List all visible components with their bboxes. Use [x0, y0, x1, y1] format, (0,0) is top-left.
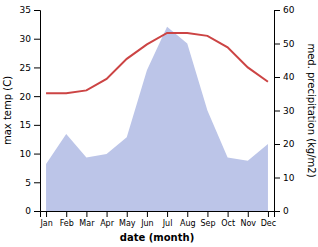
tick-mark [274, 10, 280, 11]
tick-mark [66, 211, 67, 217]
tick-label: Mar [79, 219, 95, 228]
tick: 50 [274, 39, 295, 49]
tick: 10 [20, 149, 40, 159]
chart: Jan Feb Mar Apr May Jun Jul Aug Sep Oct Nov Dec 0 5 10… [0, 0, 318, 247]
tick-label: 0 [283, 206, 289, 216]
tick-mark [147, 211, 148, 217]
tick-label: Jan [39, 219, 52, 228]
tick-label: Apr [100, 219, 115, 228]
tick: Aug [180, 211, 196, 228]
tick: Mar [79, 211, 95, 228]
tick-mark [274, 111, 280, 112]
tick-mark [34, 211, 40, 212]
tick: 20 [274, 139, 295, 149]
tick: 25 [20, 63, 40, 73]
tick-mark [167, 211, 168, 217]
tick-label: Oct [221, 219, 235, 228]
tick: 15 [20, 120, 40, 130]
tick: Nov [240, 211, 256, 228]
line [46, 33, 268, 93]
tick-label: Feb [60, 219, 74, 228]
x-axis: Jan Feb Mar Apr May Jun Jul Aug Sep Oct Nov Dec [39, 211, 276, 228]
tick-label: 15 [20, 120, 31, 130]
tick: Oct [221, 211, 235, 228]
y-axis: 0 5 10 15 20 25 30 35 [20, 5, 41, 216]
tick-label: 0 [25, 206, 31, 216]
tick-label: 20 [20, 92, 32, 102]
tick-label: 5 [25, 178, 31, 188]
tick-label: Sep [200, 219, 215, 228]
tick: 35 [20, 5, 40, 15]
tick: Jan [39, 211, 52, 228]
marks [46, 27, 268, 211]
y-axis-title: max temp (C) [2, 76, 13, 145]
tick-mark [274, 77, 280, 78]
tick: 0 [25, 206, 40, 216]
tick-mark [207, 211, 208, 217]
y2-axis-title: med. precipitation (kg/m2) [306, 43, 317, 177]
tick-mark [248, 211, 249, 217]
x-axis-title: date (month) [120, 232, 194, 243]
tick-label: 30 [20, 34, 32, 44]
tick-mark [34, 125, 40, 126]
tick-mark [268, 211, 269, 217]
tick-label: Nov [240, 219, 256, 228]
tick-label: 50 [283, 39, 295, 49]
tick: Apr [100, 211, 115, 228]
tick-mark [86, 211, 87, 217]
tick: 30 [20, 34, 40, 44]
tick-mark [274, 144, 280, 145]
tick-mark [46, 211, 47, 217]
tick-label: 30 [283, 106, 295, 116]
tick-label: Aug [180, 219, 196, 228]
tick-mark [34, 96, 40, 97]
axis-line [41, 212, 275, 218]
tick: 20 [20, 92, 40, 102]
tick: Jul [162, 211, 173, 228]
tick-mark [228, 211, 229, 217]
tick-label: 25 [20, 63, 31, 73]
tick-mark [274, 211, 280, 212]
tick: Dec [261, 211, 276, 228]
tick-label: 10 [20, 149, 32, 159]
tick-label: Dec [261, 219, 276, 228]
axis-line [275, 11, 281, 212]
tick-label: May [119, 219, 136, 228]
tick-mark [34, 10, 40, 11]
axis-line [34, 11, 41, 212]
tick: 0 [274, 206, 289, 216]
tick: 60 [274, 5, 295, 15]
tick-label: 40 [283, 72, 295, 82]
tick-label: Jul [162, 219, 173, 228]
tick: Feb [60, 211, 74, 228]
area [46, 27, 268, 211]
tick-mark [34, 39, 40, 40]
tick-label: 20 [283, 139, 295, 149]
tick-mark [107, 211, 108, 217]
tick-mark [274, 178, 280, 179]
tick-mark [34, 182, 40, 183]
plot: Jan Feb Mar Apr May Jun Jul Aug Sep Oct Nov Dec 0 5 10… [20, 5, 295, 227]
tick-label: 35 [20, 5, 31, 15]
tick-label: 60 [283, 5, 295, 15]
tick: 5 [25, 178, 40, 188]
tick: 10 [274, 173, 295, 183]
tick: Jun [140, 211, 154, 228]
tick: May [119, 211, 136, 228]
tick-mark [34, 67, 40, 68]
tick-label: 10 [283, 173, 295, 183]
tick-mark [127, 211, 128, 217]
y2-axis: 0 10 20 30 40 50 60 [274, 5, 295, 216]
tick: 40 [274, 72, 295, 82]
tick-mark [274, 44, 280, 45]
tick-mark [34, 154, 40, 155]
tick: Sep [200, 211, 215, 228]
tick-mark [187, 211, 188, 217]
tick: 30 [274, 106, 295, 116]
tick-label: Jun [140, 219, 154, 228]
